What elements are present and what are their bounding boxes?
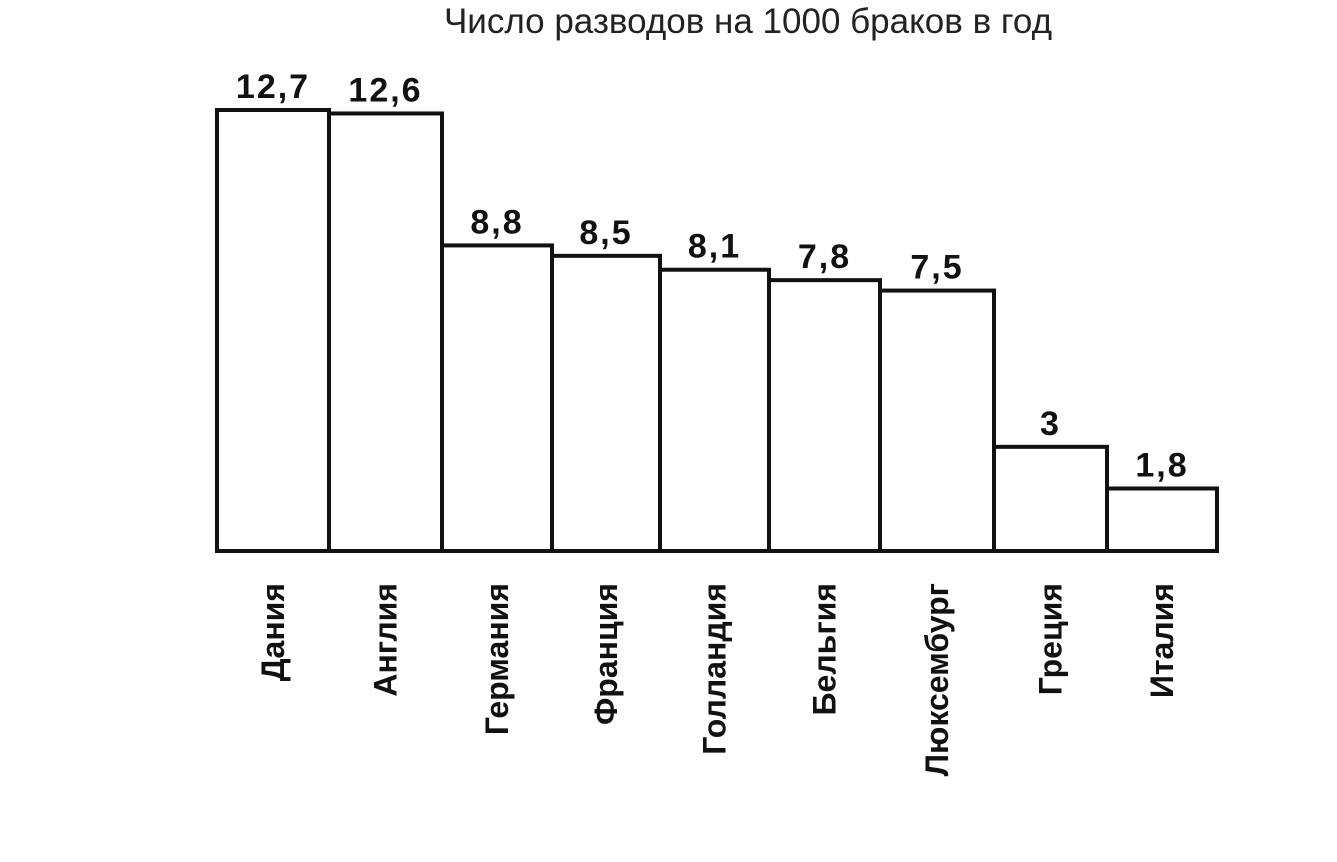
- category-label-belgium: Бельгия: [807, 583, 843, 715]
- value-label-england: 12,6: [348, 71, 422, 109]
- value-label-italy: 1,8: [1135, 446, 1188, 484]
- bars-group: 12,7 Дания 12,6 Англия 8,8 Германия 8,5 Франция…: [215, 68, 1219, 776]
- value-label-denmark: 12,7: [236, 68, 310, 106]
- category-label-france: Франция: [588, 583, 624, 725]
- category-label-italy: Италия: [1144, 583, 1180, 698]
- category-label-greece: Греция: [1033, 583, 1069, 695]
- category-label-netherlands: Голландия: [697, 583, 733, 755]
- category-label-denmark: Дания: [255, 583, 291, 681]
- bar-germany: [440, 243, 554, 553]
- value-label-netherlands: 8,1: [688, 228, 741, 266]
- category-label-germany: Германия: [479, 583, 515, 735]
- bar-france: [550, 253, 662, 553]
- category-label-luxembourg: Люксембург: [919, 583, 955, 776]
- chart-title: Число разводов на 1000 браков в год: [444, 2, 1052, 41]
- bar-denmark: [215, 108, 331, 553]
- value-label-greece: 3: [1040, 405, 1061, 443]
- value-label-france: 8,5: [579, 214, 632, 252]
- category-label-england: Англия: [368, 583, 404, 697]
- bar-netherlands: [658, 267, 771, 553]
- value-label-belgium: 7,8: [798, 238, 851, 276]
- bar-greece: [992, 444, 1109, 554]
- bar-luxembourg: [878, 288, 996, 553]
- bar-england: [327, 111, 444, 553]
- value-label-germany: 8,8: [470, 203, 523, 241]
- bar-italy: [1105, 486, 1219, 553]
- value-label-luxembourg: 7,5: [910, 249, 963, 287]
- bar-belgium: [767, 278, 882, 553]
